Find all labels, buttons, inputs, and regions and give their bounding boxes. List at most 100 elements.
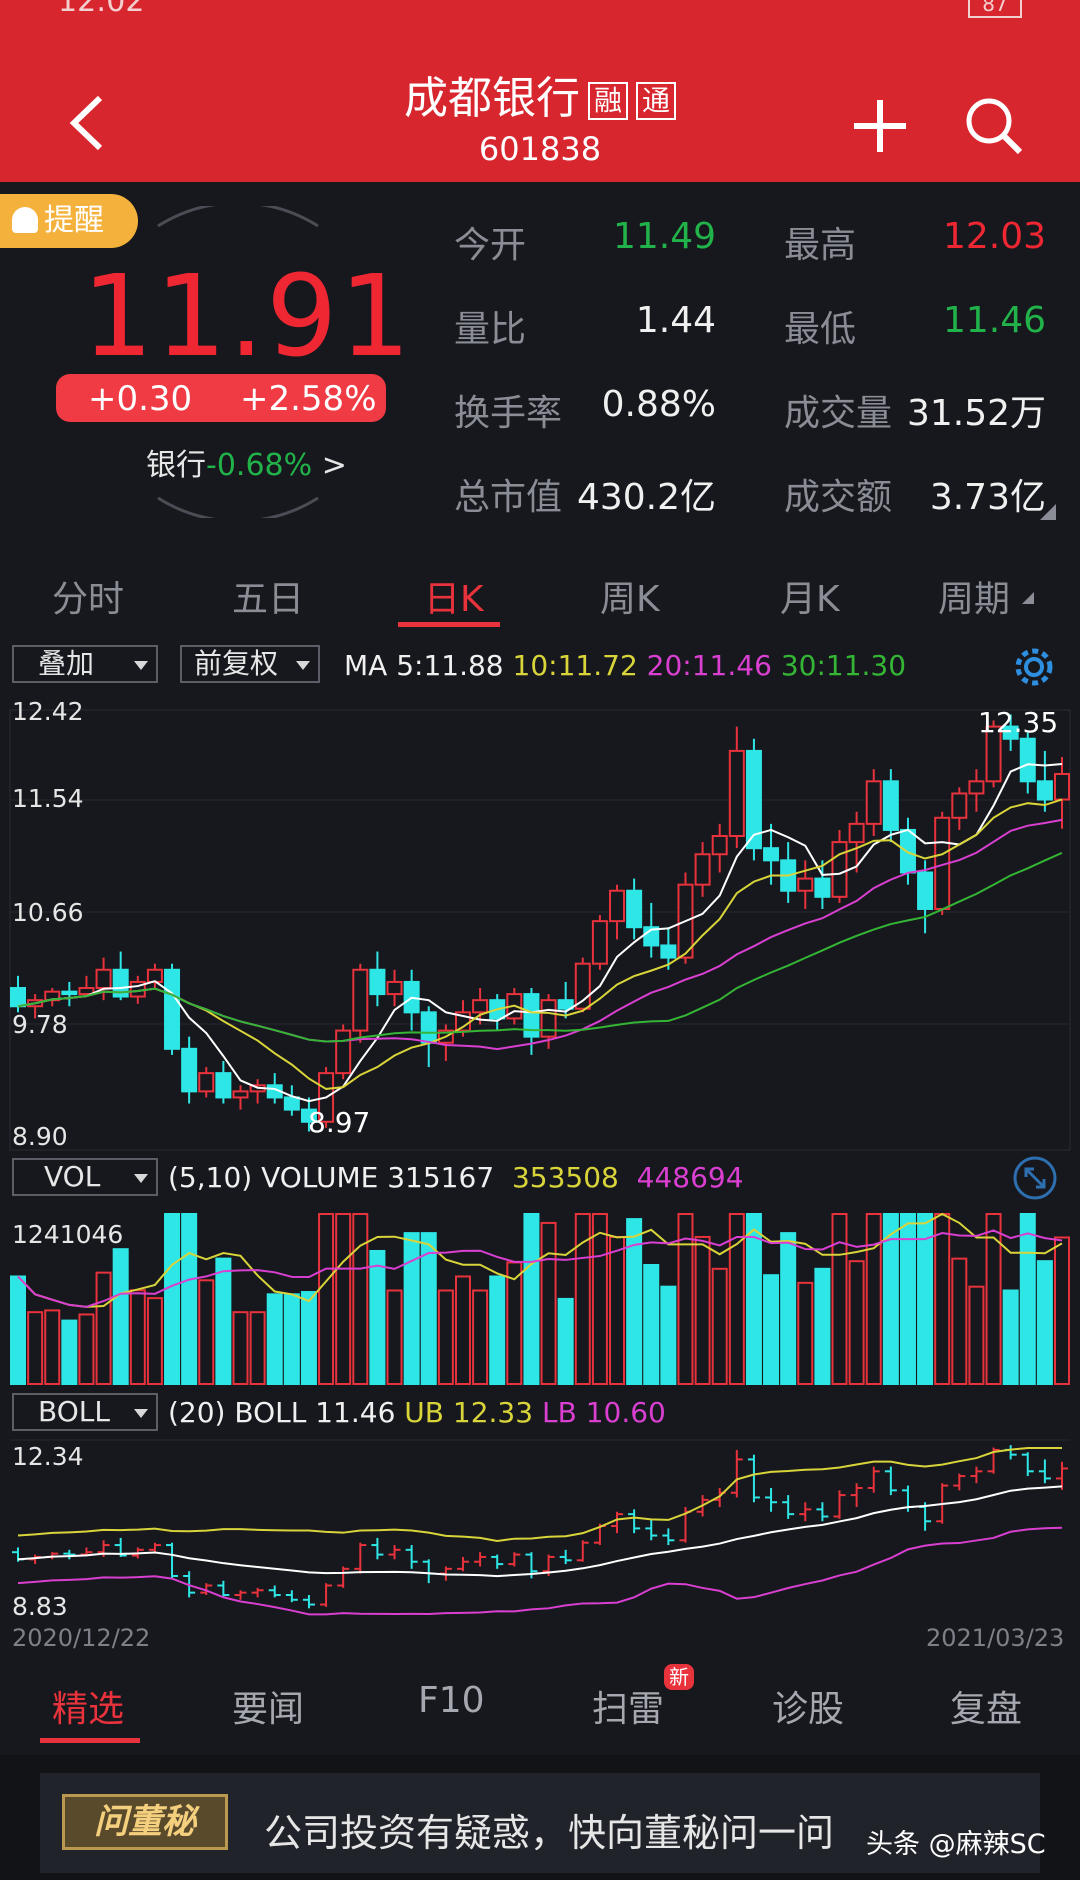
candle-body [95, 968, 112, 990]
boll-lb-label: LB [541, 1396, 577, 1429]
volume-bar [1054, 1236, 1070, 1386]
candle-body [10, 987, 26, 1008]
title-bar [0, 0, 1080, 182]
sector-link[interactable]: 银行-0.68% > [146, 440, 347, 484]
volume-bar [164, 1213, 181, 1385]
banner-text: 公司投资有疑惑，快向董秘问一问 [264, 1811, 835, 1855]
candle-body [164, 968, 181, 1050]
tab-0[interactable]: 分时 [52, 579, 125, 620]
candle-body [831, 841, 848, 898]
stat-label: 量比 [454, 309, 527, 350]
margin-tag: 融 [587, 82, 628, 120]
volume-bar [609, 1235, 626, 1386]
volume-legend: (5,10) VOLUME 315167 353508 448694 [168, 1161, 744, 1194]
current-price: 11.91 [82, 252, 413, 382]
bottom-tab-5[interactable]: 复盘 [950, 1689, 1023, 1730]
volume-bar [848, 1260, 865, 1385]
candle-body [335, 1029, 352, 1075]
volume-bar [694, 1235, 711, 1386]
bottom-tab-4[interactable]: 诊股 [772, 1689, 845, 1730]
volume-bar [198, 1279, 215, 1385]
connect-tag: 通 [636, 82, 677, 120]
volume-bar [728, 1213, 745, 1385]
ask-secretary-logo: 问董秘 [62, 1794, 228, 1850]
ma-legend: MA 5:11.88 10:11.72 20:11.46 30:11.30 [344, 649, 906, 682]
price-change-pct: +2.58% [240, 379, 377, 419]
volume-bar [899, 1213, 916, 1385]
boll-legend: (20) BOLL 11.46 UB 12.33 LB 10.60 [168, 1396, 666, 1429]
boll-indicator-dropdown[interactable]: BOLL [12, 1393, 158, 1431]
bottom-tab-0[interactable]: 精选 [52, 1689, 125, 1730]
y-axis-label: 10.66 [12, 898, 84, 927]
date-end: 2021/03/23 [926, 1624, 1065, 1652]
y-axis-label: 12.42 [12, 697, 84, 726]
adjust-dropdown[interactable]: 前复权 [180, 645, 320, 683]
volume-bar [403, 1232, 420, 1385]
volume-bar [249, 1311, 266, 1385]
chevron-down-icon [134, 1409, 148, 1418]
candle-body [1019, 737, 1036, 783]
tab-2[interactable]: 日K [424, 579, 484, 620]
boll-ub: 12.33 [452, 1396, 534, 1429]
candle-body [985, 725, 1002, 783]
expand-icon[interactable] [1012, 1155, 1058, 1201]
y-axis-label: 9.78 [12, 1010, 68, 1039]
volume-bar [557, 1297, 574, 1385]
volume-bar [369, 1249, 386, 1385]
stat-label: 总市值 [454, 477, 563, 518]
volume-bar [27, 1311, 44, 1385]
bottom-tab-1[interactable]: 要闻 [232, 1689, 305, 1730]
search-icon[interactable] [962, 94, 1024, 156]
candle-body [968, 780, 985, 795]
settings-gear-icon[interactable] [1012, 645, 1056, 689]
candle-body [660, 944, 677, 959]
tab-5[interactable]: 周期 [938, 579, 1011, 620]
candle-body [78, 987, 95, 996]
tab-4[interactable]: 月K [780, 579, 840, 620]
volume-indicator-dropdown[interactable]: VOL [12, 1158, 158, 1196]
volume-bar [437, 1289, 454, 1385]
ma5-legend: MA 5:11.88 [344, 649, 504, 682]
sector-name: 银行 [146, 448, 206, 483]
candle-body [386, 980, 403, 996]
bottom-tab-3[interactable]: 扫雷 [592, 1689, 665, 1730]
volume-bar [181, 1213, 198, 1385]
back-arrow-icon[interactable] [64, 92, 114, 154]
volume-bar [745, 1213, 762, 1385]
tab-3[interactable]: 周K [600, 579, 660, 620]
candle-body [369, 968, 386, 996]
volume-bar [95, 1271, 112, 1386]
volume-bar [283, 1293, 300, 1386]
candle-body [917, 871, 934, 910]
boll-mid-line [17, 1485, 1063, 1578]
volume-bar [968, 1285, 985, 1385]
sector-change: -0.68% [206, 448, 313, 483]
chevron-down-icon [296, 661, 310, 670]
volume-bar [882, 1213, 899, 1385]
volume-ma10: 448694 [636, 1161, 744, 1194]
volume-ma5: 353508 [511, 1161, 619, 1194]
stat-label: 最高 [784, 225, 857, 266]
kline-chart[interactable] [0, 700, 1080, 1660]
y-axis-label: 11.54 [12, 784, 84, 813]
change-pill: +0.30 +2.58% [56, 374, 386, 422]
candle-body [763, 847, 780, 862]
add-watchlist-icon[interactable] [850, 96, 910, 156]
overlay-dropdown[interactable]: 叠加 [12, 645, 158, 683]
stat-value: 31.52万 [906, 393, 1046, 434]
volume-bar [318, 1213, 335, 1385]
volume-bar [335, 1213, 352, 1385]
volume-bar [10, 1275, 26, 1385]
volume-bar [677, 1213, 694, 1385]
candle-body [951, 792, 968, 819]
volume-bar [472, 1289, 489, 1385]
alert-button[interactable]: 提醒 [0, 194, 138, 248]
volume-bar [643, 1264, 660, 1385]
volume-bar [917, 1213, 934, 1385]
bottom-tab-2[interactable]: F10 [418, 1680, 485, 1721]
volume-bar [78, 1313, 95, 1385]
candle-body [1054, 773, 1070, 801]
candle-body [574, 962, 591, 1010]
expand-corner-icon[interactable] [1040, 504, 1056, 520]
tab-1[interactable]: 五日 [232, 579, 305, 620]
